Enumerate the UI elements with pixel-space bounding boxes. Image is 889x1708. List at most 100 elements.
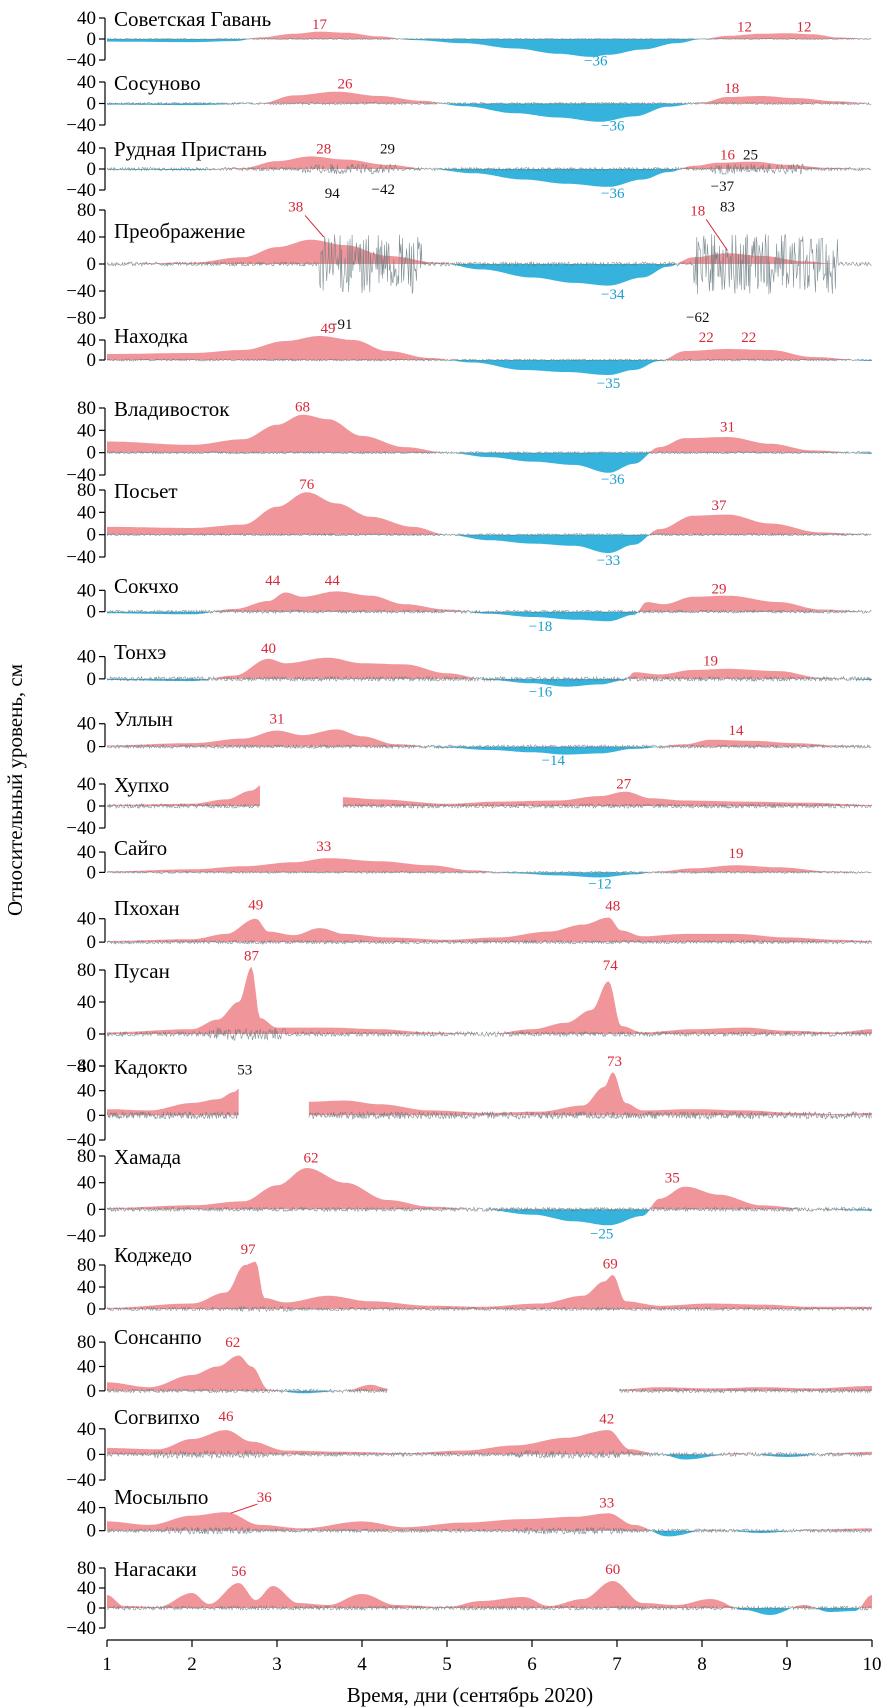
y-tick-label: 0 [87,159,97,180]
y-tick-label: 40 [77,502,96,523]
y-tick-label: −40 [66,1226,96,1247]
y-tick-label: 0 [87,1444,97,1465]
y-tick-label: 0 [87,94,97,115]
y-tick-label: 40 [77,580,96,601]
surge-area-positive [107,858,868,873]
y-tick-label: 80 [77,960,96,981]
panel-11: 400−40 Хупхо 27 [66,773,872,839]
surge-area-positive [107,1355,388,1391]
surge-area-negative [107,360,872,375]
value-annotation: 40 [261,641,276,657]
surge-area-positive [619,1386,872,1391]
y-tick-label: −80 [66,308,96,329]
value-annotation: 97 [241,1242,257,1258]
residual-trace [106,1604,872,1612]
x-tick-label: 6 [527,1654,537,1675]
residual-trace [106,608,872,615]
residual-trace [106,1027,872,1041]
surge-area-negative [107,611,872,622]
y-tick-label: 80 [77,1255,96,1276]
value-annotation: −36 [584,53,608,69]
station-name: Кадокто [114,1055,188,1079]
y-tick-label: 0 [87,443,97,464]
x-tick-label: 7 [612,1654,622,1675]
panel-12: 400 Сайго 33 19 −12 [77,836,872,893]
value-annotation: 22 [741,330,756,346]
station-name: Пхохан [114,896,180,920]
y-tick-label: 80 [77,480,96,501]
surge-area-positive [107,492,870,535]
value-annotation: 28 [316,141,331,157]
value-annotation: 49 [321,321,336,337]
surge-area-negative [107,1390,388,1394]
y-tick-label: 40 [77,1419,96,1440]
station-name: Уллын [114,707,173,731]
value-annotation: 94 [325,186,341,202]
y-tick-label: 40 [77,227,96,248]
y-tick-label: 0 [87,525,97,546]
y-tick-label: −40 [66,115,96,136]
value-annotation: −18 [529,619,552,635]
station-name: Коджедо [114,1243,192,1267]
station-name: Тонхэ [114,640,166,664]
value-annotation: 48 [605,899,620,915]
y-tick-label: 80 [77,1146,96,1167]
station-name: Сосуново [114,71,201,95]
y-tick-label: 0 [87,1381,97,1402]
station-name: Рудная Пристань [114,137,267,161]
value-annotation: 12 [797,20,812,36]
panel-4: 80 40 0 −40 −80 Преображение 94 38 −91 18 83 −62 −34 [66,186,872,333]
value-annotation: 49 [248,897,263,913]
y-tick-label: 40 [77,774,96,795]
y-tick-label: 40 [77,714,96,735]
y-tick-label: 40 [77,1356,96,1377]
y-tick-label: 0 [87,350,97,371]
value-annotation: −34 [601,287,625,303]
station-name: Нагасаки [114,1557,197,1581]
surge-area-positive [107,414,849,453]
station-name: Мосыльпо [114,1485,208,1509]
surge-area-negative [659,1454,818,1460]
residual-trace [106,358,872,362]
station-name: Находка [114,324,189,348]
surge-area-positive [107,1088,239,1116]
surge-area-positive [107,1581,872,1608]
panel-16: 80 40 0 −40 Хамада 62 35 −25 [66,1145,872,1247]
value-annotation: 60 [605,1562,620,1578]
residual-trace [106,743,872,750]
value-annotation: 31 [720,419,735,435]
value-annotation: 26 [338,76,354,92]
value-annotation: 31 [270,712,285,728]
value-annotation: −14 [542,753,566,769]
residual-trace [106,1388,388,1394]
value-annotation: −33 [597,553,620,569]
surge-area-positive [107,31,872,39]
x-tick-label: 9 [782,1654,792,1675]
y-tick-label: 40 [77,330,96,351]
y-tick-label: 0 [87,254,97,275]
residual-trace [106,1111,239,1120]
station-name: Хупхо [114,773,169,797]
panel-15: 80 40 0 −40 Кадокто 53 73 [66,1054,872,1151]
value-annotation: 25 [743,148,758,164]
value-annotation: −36 [601,472,625,488]
value-annotation: 12 [737,20,752,36]
y-tick-label: 0 [87,737,97,758]
y-tick-label: 40 [77,1578,96,1599]
value-annotation: 33 [316,839,331,855]
x-tick-label: 1 [102,1654,112,1675]
panel-1: 400−40 Советская Гавань 17 12 12 −36 [66,7,872,71]
value-annotation: 17 [312,17,328,33]
y-tick-label: −40 [66,465,96,486]
annotation-leader [230,1503,258,1514]
surge-area-positive [342,791,872,806]
value-annotation: 87 [244,948,260,964]
y-tick-label: 0 [87,1598,97,1619]
y-tick-label: 40 [77,8,96,29]
panel-20: 400 Мосыльпо 36 33 [77,1485,872,1542]
y-tick-label: 0 [87,1299,97,1320]
value-annotation: 74 [603,958,619,974]
y-tick-label: 40 [77,647,96,668]
